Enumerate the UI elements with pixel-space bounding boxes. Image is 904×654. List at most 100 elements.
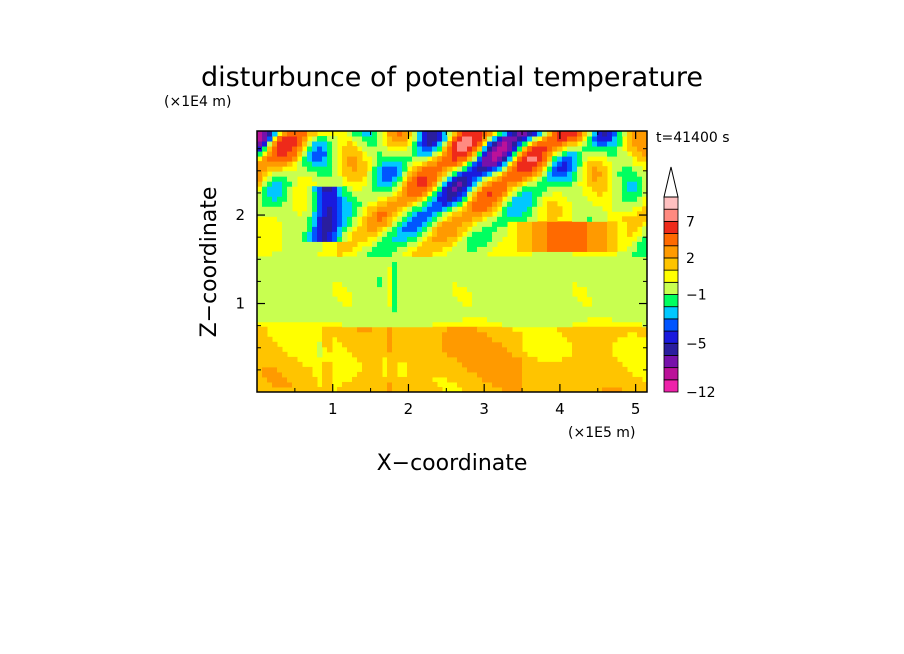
contour-cell (332, 146, 338, 152)
contour-cell (427, 206, 443, 212)
contour-cell (377, 151, 383, 157)
colorbar-extend-arrow (663, 166, 679, 198)
contour-cell (282, 231, 303, 237)
contour-cell (452, 246, 468, 252)
contour-cell (387, 386, 393, 393)
contour-cell (472, 151, 478, 157)
contour-cell (412, 251, 433, 257)
contour-cell (272, 381, 293, 388)
contour-cell (547, 136, 558, 142)
contour-cell (397, 191, 403, 197)
contour-cell (342, 226, 348, 232)
contour-cell (522, 186, 548, 192)
contour-cell (432, 226, 438, 232)
contour-cell (312, 136, 318, 142)
contour-cell (527, 206, 533, 212)
contour-cell (347, 141, 353, 147)
contour-cell (337, 186, 343, 192)
contour-cell (267, 166, 283, 172)
contour-cell (387, 381, 393, 388)
contour-cell (532, 136, 538, 142)
contour-cell (622, 191, 643, 197)
contour-cell (447, 141, 453, 147)
contour-cell (597, 131, 603, 137)
contour-cell (452, 131, 458, 137)
contour-cell (547, 221, 588, 227)
contour-cell (632, 251, 648, 257)
contour-cell (427, 226, 433, 232)
contour-cell (297, 141, 303, 147)
contour-cell (412, 141, 418, 147)
contour-cell (317, 351, 323, 358)
contour-cell (352, 236, 368, 242)
contour-cell (302, 156, 308, 162)
contour-cell (492, 151, 503, 157)
contour-cell (382, 176, 393, 182)
contour-cell (527, 151, 543, 157)
contour-cell (512, 151, 518, 157)
contour-cell (512, 161, 518, 167)
contour-cell (347, 176, 363, 182)
contour-cell (472, 166, 478, 172)
colorbar-segment (663, 294, 679, 308)
contour-cell (542, 156, 548, 162)
contour-cell (412, 166, 418, 172)
contour-cell (387, 216, 393, 222)
contour-cell (507, 146, 513, 152)
contour-cell (482, 171, 488, 177)
contour-cell (322, 216, 333, 222)
contour-cell (317, 181, 343, 187)
contour-cell (502, 211, 508, 217)
contour-cell (547, 166, 553, 172)
contour-cell (572, 161, 578, 167)
contour-cell (467, 246, 478, 252)
contour-cell (452, 141, 458, 147)
contour-cell (337, 221, 343, 227)
contour-cell (272, 146, 278, 152)
contour-cell (497, 201, 503, 207)
contour-cell (392, 326, 448, 333)
contour-cell (282, 201, 293, 207)
y-axis-label: Z−coordinate (197, 187, 222, 338)
contour-cell (387, 136, 393, 142)
contour-cell (372, 131, 378, 137)
contour-cell (307, 156, 313, 162)
contour-cell (547, 231, 588, 237)
contour-cell (552, 156, 558, 162)
contour-cell (492, 236, 503, 242)
contour-cell (427, 201, 433, 207)
contour-cell (257, 351, 288, 358)
contour-cell (547, 206, 563, 212)
contour-cell (562, 191, 583, 197)
contour-cell (422, 231, 428, 237)
contour-cell (557, 151, 563, 157)
contour-cell (397, 176, 403, 182)
contour-cell (467, 186, 473, 192)
contour-cell (547, 246, 588, 252)
contour-cell (257, 291, 333, 298)
contour-cell (477, 181, 483, 187)
contour-cell (422, 191, 428, 197)
contour-cell (562, 356, 618, 363)
contour-cell (522, 386, 603, 393)
contour-cell (527, 181, 538, 187)
contour-cell (492, 176, 498, 182)
contour-cell (387, 326, 393, 333)
contour-cell (572, 216, 588, 222)
contour-cell (622, 216, 648, 222)
contour-cell (352, 216, 358, 222)
contour-cell (327, 161, 333, 167)
contour-cell (472, 206, 488, 212)
contour-cell (422, 221, 428, 227)
contour-cell (322, 221, 333, 227)
contour-cell (332, 151, 338, 157)
contour-cell (267, 186, 283, 192)
contour-cell (517, 136, 523, 142)
contour-cell (592, 136, 598, 142)
contour-cell (507, 156, 513, 162)
contour-cell (352, 166, 358, 172)
contour-cell (407, 161, 413, 167)
contour-cell (277, 216, 308, 222)
contour-cell (562, 161, 568, 167)
contour-cell (417, 236, 423, 242)
